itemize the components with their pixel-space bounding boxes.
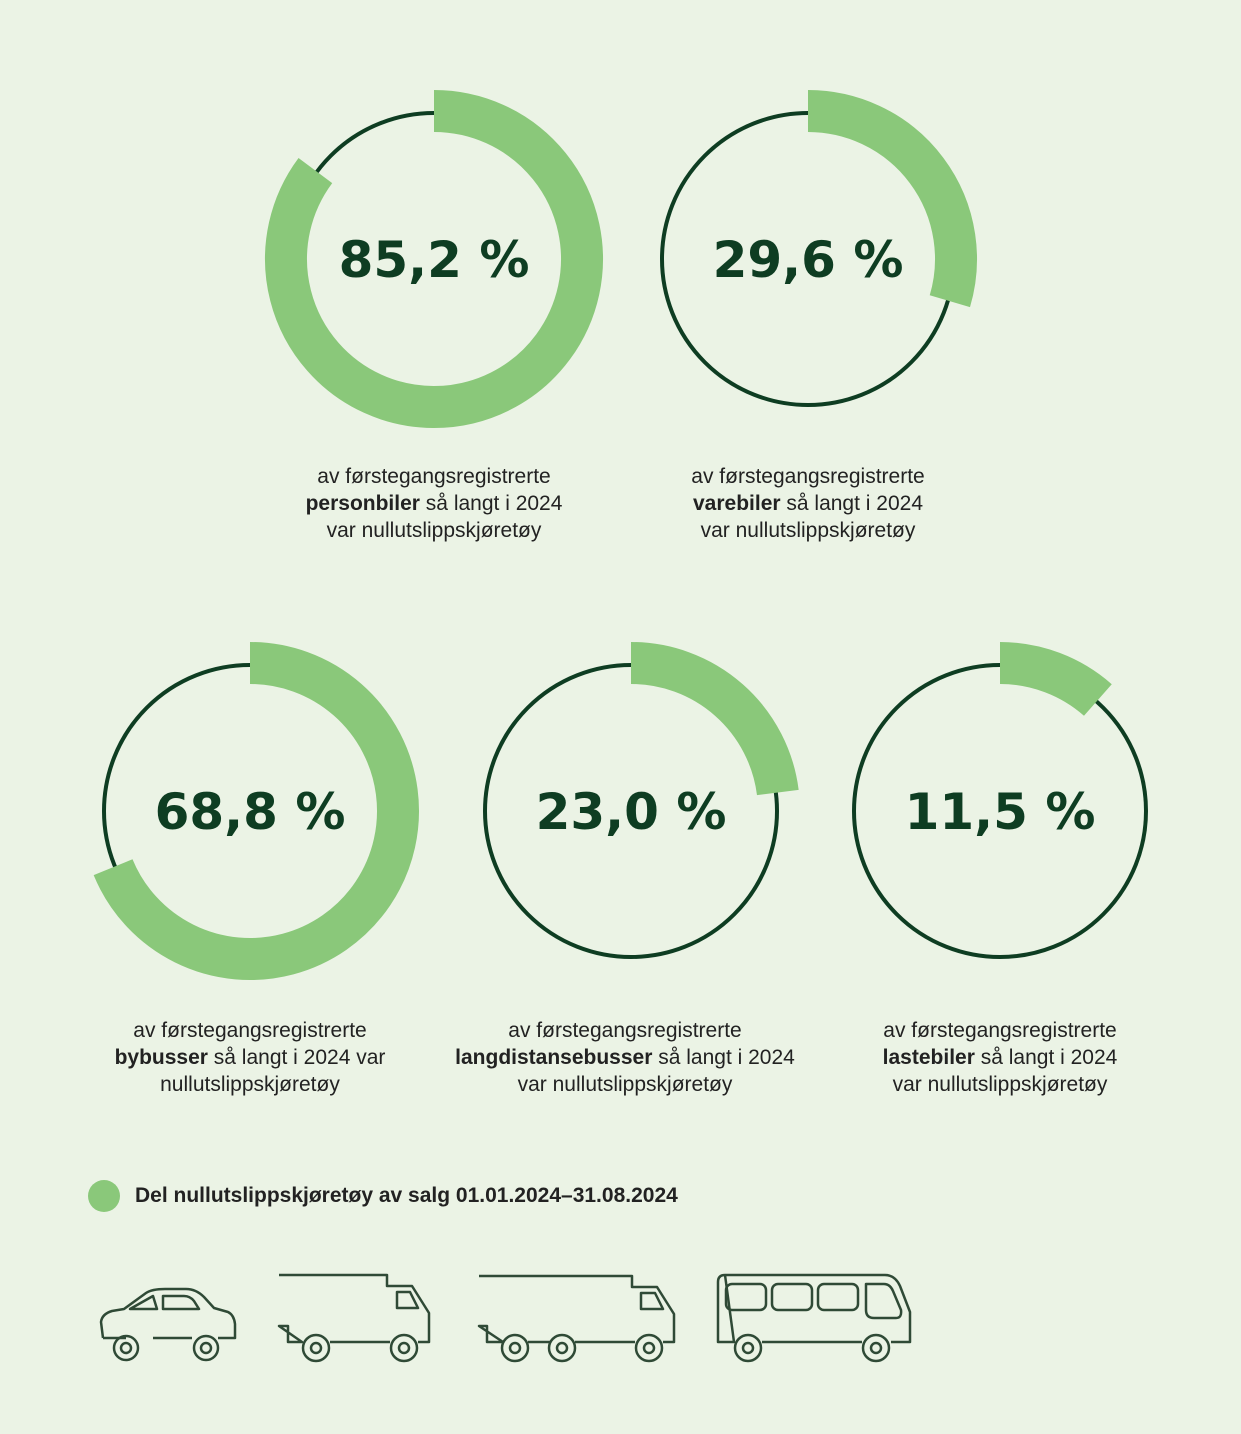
percentage-label: 68,8 % [155,783,346,841]
donut-4: 23,0 % [483,642,799,959]
percentage-label: 29,6 % [713,231,904,289]
caption-line: var nullutslippskjøretøy [700,519,916,542]
caption-3: av førstegangsregistrerte bybusser så lan… [30,1017,470,1098]
caption-line: av førstegangsregistrerte [317,465,551,488]
truck-icon [477,1274,676,1363]
legend: Del nullutslippskjøretøy av salg 01.01.2… [88,1180,678,1212]
vehicle-category: personbiler [305,492,420,515]
donut-value-arc [93,642,419,980]
vehicle-icons [99,1273,912,1363]
caption-1: av førstegangsregistrerte personbiler så … [214,463,654,544]
caption-line: lastebiler så langt i 2024 [882,1046,1118,1069]
donut-1: 85,2 % [265,90,603,428]
caption-line: personbiler så langt i 2024 [305,492,563,515]
percentage-label: 11,5 % [905,783,1096,841]
donut-value-arc [999,642,1112,717]
caption-4: av førstegangsregistrerte langdistansebus… [405,1017,845,1098]
caption-line: var nullutslippskjøretøy [517,1073,733,1096]
caption-line: av førstegangsregistrerte [691,465,925,488]
caption-line: av førstegangsregistrerte [133,1019,367,1042]
caption-line: langdistansebusser så langt i 2024 [455,1046,795,1069]
caption-line: var nullutslippskjøretøy [892,1073,1108,1096]
percentage-label: 85,2 % [339,231,530,289]
legend-swatch [88,1180,120,1212]
caption-5: av førstegangsregistrerte lastebiler så l… [780,1017,1220,1098]
donut-3: 68,8 % [93,642,419,980]
caption-line: av førstegangsregistrerte [508,1019,742,1042]
caption-line: av førstegangsregistrerte [883,1019,1117,1042]
donut-charts: 85,2 % 29,6 % 68,8 % 23,0 % 11,5 % [93,90,1148,980]
donut-5: 11,5 % [852,642,1148,959]
percentage-label: 23,0 % [536,783,727,841]
vehicle-category: lastebiler [882,1046,975,1069]
car-icon [99,1287,237,1362]
donut-value-arc [630,642,799,796]
vehicle-category: bybusser [114,1046,208,1069]
vehicle-category: varebiler [693,492,781,515]
caption-line: var nullutslippskjøretøy [326,519,542,542]
donut-2: 29,6 % [660,90,977,407]
legend-label: Del nullutslippskjøretøy av salg 01.01.2… [135,1184,678,1207]
bus-icon [716,1273,912,1363]
donut-value-arc [265,90,603,428]
donut-value-arc [807,90,977,308]
vehicle-category: langdistansebusser [455,1046,653,1069]
van-icon [277,1273,431,1363]
caption-2: av førstegangsregistrerte varebiler så la… [588,463,1028,544]
caption-line: bybusser så langt i 2024 var [114,1046,386,1069]
caption-line: nullutslippskjøretøy [160,1073,340,1096]
caption-line: varebiler så langt i 2024 [693,492,923,515]
